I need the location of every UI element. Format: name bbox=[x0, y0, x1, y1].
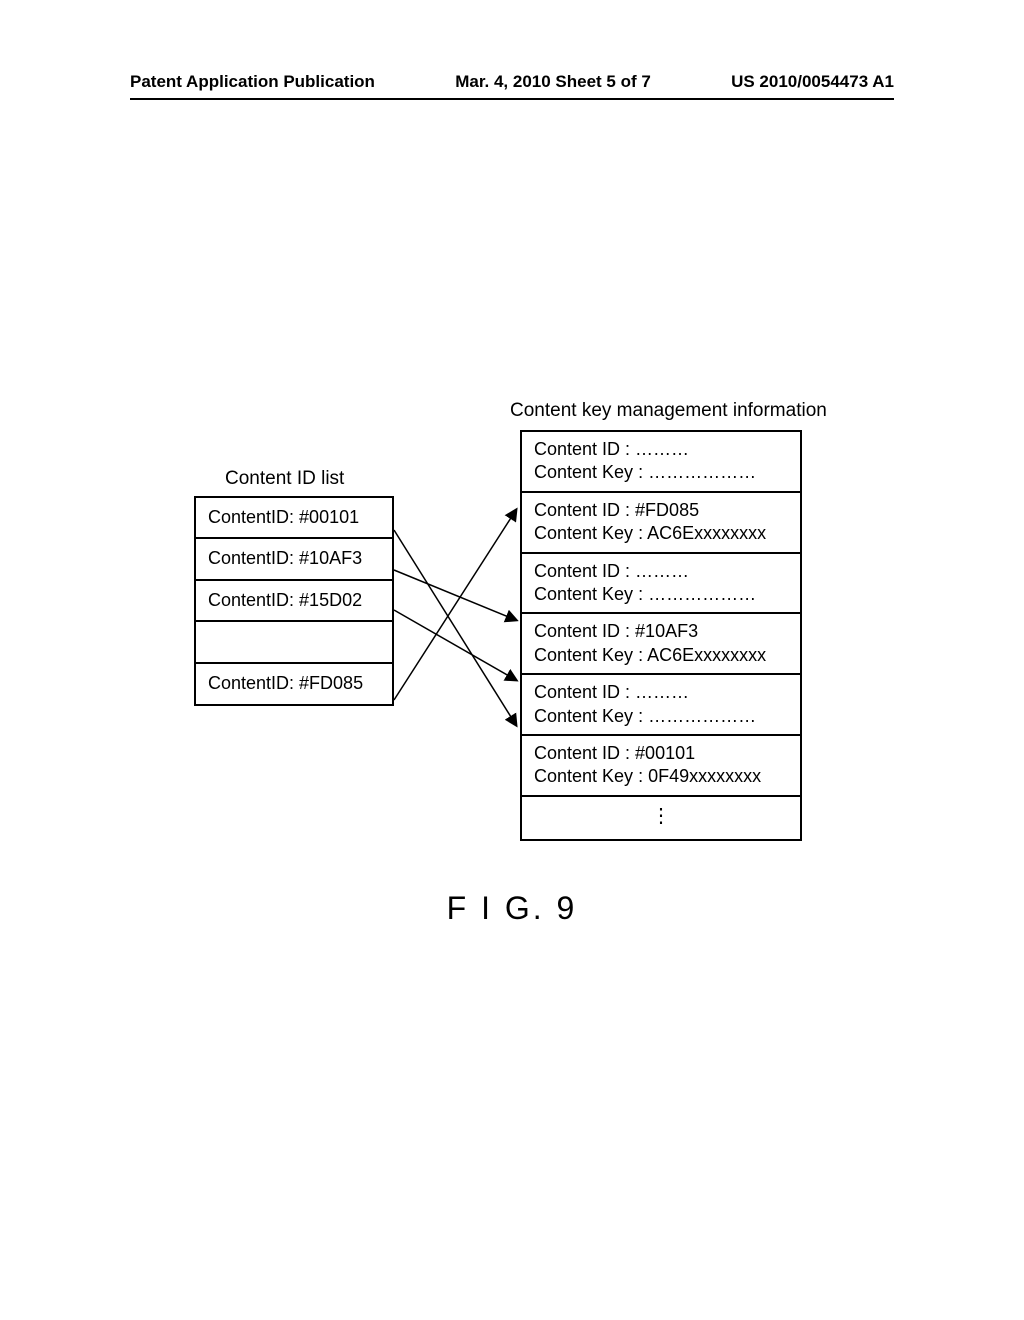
mgmt-key: Content Key : AC6Exxxxxxxx bbox=[534, 644, 788, 667]
mgmt-id: Content ID : #10AF3 bbox=[534, 620, 788, 643]
mapping-arrows bbox=[0, 400, 1024, 900]
header-left: Patent Application Publication bbox=[130, 72, 375, 92]
figure-caption: F I G. 9 bbox=[0, 890, 1024, 927]
figure-wrap: Content ID list ContentID: #00101 Conten… bbox=[0, 400, 1024, 900]
header-rule bbox=[130, 98, 894, 100]
mgmt-key: Content Key : ……………… bbox=[534, 705, 788, 728]
content-id-list-table: ContentID: #00101 ContentID: #10AF3 Cont… bbox=[194, 496, 394, 706]
table-row: Content ID : ……… Content Key : ……………… bbox=[522, 432, 800, 493]
header-center: Mar. 4, 2010 Sheet 5 of 7 bbox=[455, 72, 651, 92]
arrow-line bbox=[394, 570, 516, 620]
mgmt-id: Content ID : ……… bbox=[534, 681, 788, 704]
arrow-line bbox=[394, 610, 516, 680]
table-row: Content ID : #00101 Content Key : 0F49xx… bbox=[522, 736, 800, 797]
right-table-title: Content key management information bbox=[510, 400, 827, 422]
table-row-ellipsis: ⋮ bbox=[522, 797, 800, 839]
mgmt-key: Content Key : ……………… bbox=[534, 461, 788, 484]
table-row: Content ID : #FD085 Content Key : AC6Exx… bbox=[522, 493, 800, 554]
mgmt-id: Content ID : ……… bbox=[534, 438, 788, 461]
table-row: Content ID : #10AF3 Content Key : AC6Exx… bbox=[522, 614, 800, 675]
list-item: ContentID: #FD085 bbox=[196, 664, 392, 703]
list-item bbox=[196, 622, 392, 664]
header-right: US 2010/0054473 A1 bbox=[731, 72, 894, 92]
mgmt-key: Content Key : AC6Exxxxxxxx bbox=[534, 522, 788, 545]
page: Patent Application Publication Mar. 4, 2… bbox=[0, 0, 1024, 1320]
table-row: Content ID : ……… Content Key : ……………… bbox=[522, 675, 800, 736]
mgmt-key: Content Key : 0F49xxxxxxxx bbox=[534, 765, 788, 788]
page-header: Patent Application Publication Mar. 4, 2… bbox=[0, 72, 1024, 100]
list-item: ContentID: #00101 bbox=[196, 498, 392, 539]
arrow-line bbox=[394, 510, 516, 700]
left-table-title: Content ID list bbox=[225, 468, 344, 490]
mgmt-key: Content Key : ……………… bbox=[534, 583, 788, 606]
list-item: ContentID: #10AF3 bbox=[196, 539, 392, 580]
arrow-line bbox=[394, 530, 516, 725]
content-key-mgmt-table: Content ID : ……… Content Key : ……………… Co… bbox=[520, 430, 802, 841]
mgmt-id: Content ID : #00101 bbox=[534, 742, 788, 765]
mgmt-id: Content ID : ……… bbox=[534, 560, 788, 583]
table-row: Content ID : ……… Content Key : ……………… bbox=[522, 554, 800, 615]
list-item: ContentID: #15D02 bbox=[196, 581, 392, 622]
mgmt-id: Content ID : #FD085 bbox=[534, 499, 788, 522]
header-row: Patent Application Publication Mar. 4, 2… bbox=[130, 72, 894, 92]
